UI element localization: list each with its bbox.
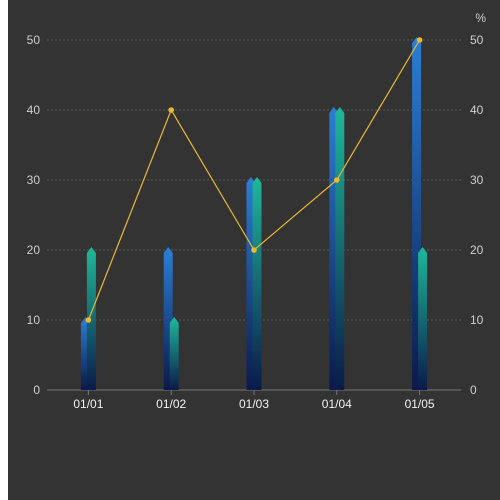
x-tick-label: 01/05 (405, 397, 435, 411)
x-tick-label: 01/03 (239, 397, 269, 411)
bar-series-2-4 (335, 107, 345, 390)
y-right-tick-label: 10 (470, 313, 484, 327)
bar-series-2-3 (252, 177, 262, 390)
bar-series-2-2 (169, 317, 179, 390)
line-layer (85, 37, 423, 323)
y-left-tick-label: 0 (33, 383, 40, 397)
y-right-tick-label: 40 (470, 103, 484, 117)
line-point-3 (251, 247, 257, 253)
chart-panel: 0 10 20 30 40 50 0 10 20 30 40 50 01/01 01/02 01/03 01/… (8, 0, 500, 500)
x-tick-label: 01/01 (73, 397, 103, 411)
x-tick-label: 01/02 (156, 397, 186, 411)
line-point-4 (334, 177, 340, 183)
y-left-tick-label: 10 (27, 313, 41, 327)
y-left-tick-label: 20 (27, 243, 41, 257)
combo-chart: 0 10 20 30 40 50 0 10 20 30 40 50 01/01 01/02 01/03 01/… (27, 11, 487, 411)
y-right-tick-label: 0 (470, 383, 477, 397)
y-left-tick-label: 30 (27, 173, 41, 187)
x-tick-label: 01/04 (322, 397, 352, 411)
line-point-2 (168, 107, 174, 113)
right-axis-unit: % (475, 11, 486, 25)
y-right-tick-label: 20 (470, 243, 484, 257)
line-point-1 (85, 317, 92, 323)
y-right-tick-label: 50 (470, 33, 484, 47)
bar-series-2-5 (418, 247, 428, 390)
bar-layer (80, 37, 428, 390)
line-point-5 (416, 37, 423, 43)
label-layer: 0 10 20 30 40 50 0 10 20 30 40 50 01/01 01/02 01/03 01/… (27, 33, 484, 411)
y-left-tick-label: 50 (27, 33, 41, 47)
axis-layer (47, 389, 461, 395)
y-left-tick-label: 40 (27, 103, 41, 117)
bar-series-2-1 (86, 247, 96, 390)
y-right-tick-label: 30 (470, 173, 484, 187)
